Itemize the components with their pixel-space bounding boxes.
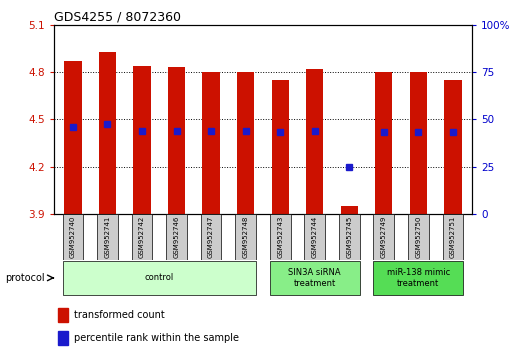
Text: GSM952742: GSM952742: [139, 216, 145, 258]
Bar: [168, 67, 185, 214]
Text: GSM952744: GSM952744: [312, 216, 318, 258]
Text: control: control: [145, 273, 174, 282]
Text: GSM952746: GSM952746: [173, 216, 180, 258]
Text: protocol: protocol: [5, 273, 45, 283]
FancyBboxPatch shape: [63, 214, 83, 260]
Bar: [375, 72, 392, 214]
FancyBboxPatch shape: [270, 214, 290, 260]
Bar: [58, 308, 69, 322]
Text: GDS4255 / 8072360: GDS4255 / 8072360: [54, 11, 181, 24]
FancyBboxPatch shape: [201, 214, 222, 260]
Text: miR-138 mimic
treatment: miR-138 mimic treatment: [387, 268, 450, 287]
Text: GSM952740: GSM952740: [70, 216, 76, 258]
Bar: [203, 72, 220, 214]
Bar: [99, 52, 116, 214]
Bar: [306, 69, 323, 214]
FancyBboxPatch shape: [304, 214, 325, 260]
Bar: [133, 66, 151, 214]
Text: GSM952748: GSM952748: [243, 216, 249, 258]
FancyBboxPatch shape: [373, 261, 463, 295]
Bar: [341, 206, 358, 214]
FancyBboxPatch shape: [132, 214, 152, 260]
FancyBboxPatch shape: [443, 214, 463, 260]
Text: GSM952743: GSM952743: [277, 216, 283, 258]
Text: transformed count: transformed count: [74, 310, 165, 320]
Text: GSM952745: GSM952745: [346, 216, 352, 258]
Text: GSM952747: GSM952747: [208, 216, 214, 258]
FancyBboxPatch shape: [63, 261, 256, 295]
FancyBboxPatch shape: [235, 214, 256, 260]
Bar: [271, 80, 289, 214]
Text: GSM952751: GSM952751: [450, 216, 456, 258]
FancyBboxPatch shape: [270, 261, 360, 295]
Text: GSM952750: GSM952750: [416, 216, 421, 258]
FancyBboxPatch shape: [339, 214, 360, 260]
Text: SIN3A siRNA
treatment: SIN3A siRNA treatment: [288, 268, 341, 287]
FancyBboxPatch shape: [408, 214, 429, 260]
Text: percentile rank within the sample: percentile rank within the sample: [74, 332, 239, 343]
Bar: [64, 61, 82, 214]
FancyBboxPatch shape: [166, 214, 187, 260]
Text: GSM952741: GSM952741: [105, 216, 110, 258]
Bar: [444, 80, 462, 214]
Text: GSM952749: GSM952749: [381, 216, 387, 258]
Bar: [410, 72, 427, 214]
Bar: [58, 331, 69, 344]
FancyBboxPatch shape: [97, 214, 118, 260]
FancyBboxPatch shape: [373, 214, 394, 260]
Bar: [237, 72, 254, 214]
